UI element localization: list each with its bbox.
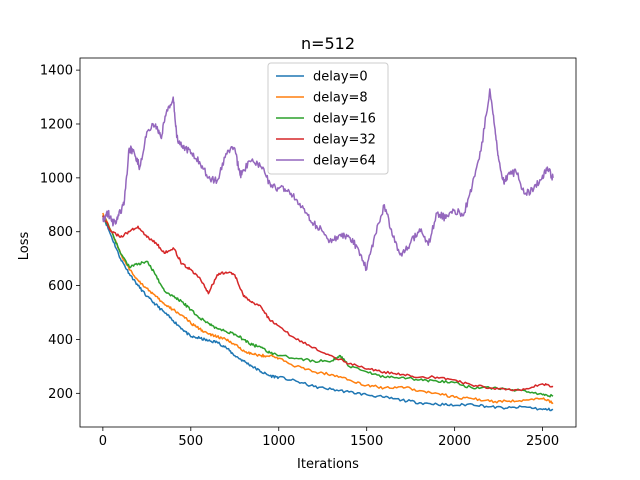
y-axis-label: Loss bbox=[17, 232, 32, 261]
legend-label: delay=16 bbox=[313, 112, 376, 127]
legend-box bbox=[267, 62, 389, 175]
y-tick-label: 800 bbox=[48, 225, 73, 240]
x-tick-label: 1000 bbox=[262, 434, 295, 449]
x-tick-label: 0 bbox=[99, 434, 107, 449]
series-line-delay-16 bbox=[102, 215, 554, 398]
y-tick-label: 1000 bbox=[40, 171, 73, 186]
y-axis: 200 400 600 800 1000 1200 1400 bbox=[40, 64, 80, 402]
legend-label: delay=32 bbox=[313, 133, 376, 148]
series-line-delay-8 bbox=[102, 212, 554, 405]
series-line-delay-64 bbox=[102, 88, 554, 272]
legend-label: delay=64 bbox=[313, 154, 376, 169]
legend-label: delay=0 bbox=[313, 70, 368, 85]
plot-frame bbox=[79, 57, 577, 428]
y-tick-label: 400 bbox=[48, 333, 73, 348]
series-layer bbox=[102, 88, 554, 412]
y-tick-label: 1400 bbox=[40, 64, 73, 79]
x-tick-label: 1500 bbox=[350, 434, 383, 449]
legend-label: delay=8 bbox=[313, 91, 368, 106]
series-line-delay-32 bbox=[102, 215, 554, 392]
x-axis: 0 500 1000 1500 2000 2500 bbox=[99, 427, 559, 449]
x-tick-label: 2000 bbox=[438, 434, 471, 449]
chart-title: n=512 bbox=[301, 34, 355, 53]
y-tick-label: 1200 bbox=[40, 117, 73, 132]
series-line-delay-0 bbox=[102, 215, 554, 412]
y-tick-label: 200 bbox=[48, 387, 73, 402]
legend: delay=0 delay=8 delay=16 delay=32 delay=64 bbox=[267, 62, 389, 175]
y-tick-label: 600 bbox=[48, 279, 73, 294]
x-tick-label: 2500 bbox=[526, 434, 559, 449]
x-axis-label: Iterations bbox=[297, 457, 359, 472]
x-tick-label: 500 bbox=[178, 434, 203, 449]
